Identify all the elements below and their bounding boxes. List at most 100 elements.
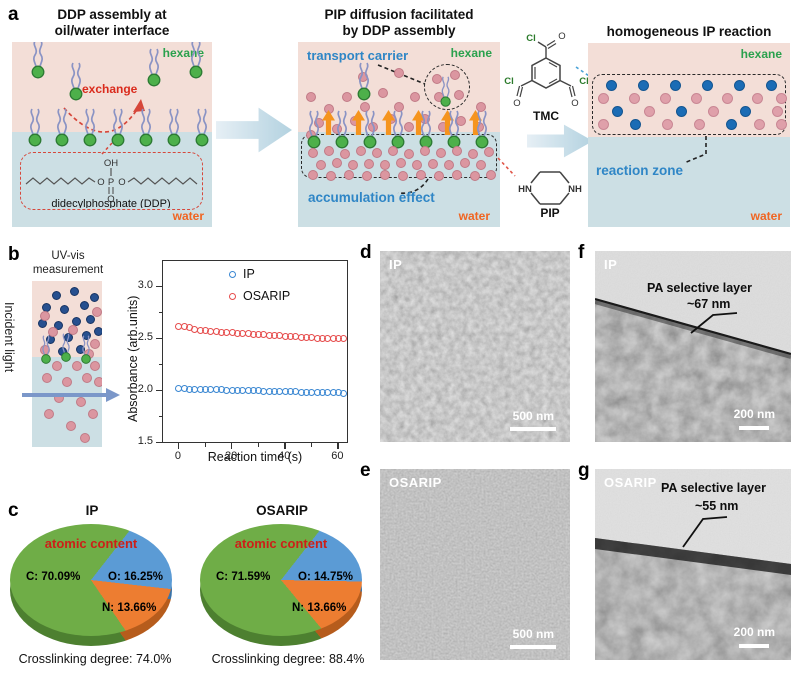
surfactant-molecule bbox=[363, 110, 377, 149]
svg-text:O: O bbox=[558, 31, 565, 42]
surfactant-molecule bbox=[335, 110, 349, 149]
svg-text:O: O bbox=[571, 98, 578, 109]
atomic-content-label: atomic content bbox=[234, 536, 328, 551]
pip-dot bbox=[90, 361, 100, 371]
oil-water-interface-scene: hexane water exchange OH O P O O didecyl… bbox=[12, 42, 212, 227]
uvvis-cuvette-scene bbox=[32, 281, 102, 447]
pip-dot bbox=[434, 171, 444, 181]
svg-text:Cl: Cl bbox=[504, 76, 514, 87]
micrograph-tag: OSARIP bbox=[604, 475, 657, 490]
surfactant-molecule bbox=[419, 110, 433, 149]
legend-marker bbox=[229, 270, 236, 278]
water-tag: water bbox=[750, 209, 782, 223]
pip-dot bbox=[66, 421, 76, 431]
scalebar bbox=[739, 644, 769, 648]
pip-dot bbox=[372, 148, 382, 158]
reaction-zone-callout bbox=[683, 136, 707, 164]
step-arrow-1 bbox=[216, 107, 292, 153]
scalebar bbox=[510, 645, 556, 649]
pa-layer-thickness: ~55 nm bbox=[695, 499, 739, 513]
surfactant-molecule bbox=[83, 108, 97, 147]
pip-dot bbox=[450, 70, 460, 80]
water-phase bbox=[588, 137, 790, 227]
x-minor-tick bbox=[257, 443, 259, 447]
pip-dot bbox=[94, 377, 102, 387]
y-minor-tick bbox=[158, 415, 162, 418]
tmc-dot bbox=[726, 119, 737, 130]
tmc-dot bbox=[766, 80, 777, 91]
pip-dot bbox=[326, 171, 336, 181]
pip-dot bbox=[388, 146, 398, 156]
tmc-dot bbox=[612, 106, 623, 117]
pa-layer-thickness: ~67 nm bbox=[687, 297, 731, 311]
pip-dot bbox=[629, 93, 640, 104]
pip-dot bbox=[398, 171, 408, 181]
surfactant-molecule bbox=[41, 335, 51, 364]
surfactant-molecule bbox=[28, 108, 42, 147]
legend-item-ip: IP bbox=[229, 267, 255, 281]
x-tick-label: 60 bbox=[331, 450, 344, 462]
panel-b-label: b bbox=[8, 244, 20, 265]
y-axis-label: Absorbance (arb.units) bbox=[126, 295, 140, 423]
pie-osarip-title: OSARIP bbox=[256, 503, 308, 518]
pip-dot bbox=[314, 118, 324, 128]
pip-dot bbox=[452, 170, 462, 180]
pip-dot bbox=[772, 106, 783, 117]
y-tick bbox=[156, 441, 162, 444]
surfactant-molecule bbox=[447, 110, 461, 149]
surfactant-molecule bbox=[81, 335, 91, 364]
pip-dot bbox=[306, 92, 316, 102]
legend-marker bbox=[229, 292, 236, 300]
pip-diffusion-scene: hexane water transport carrier accumulat… bbox=[298, 42, 500, 227]
surfactant-molecule bbox=[475, 110, 489, 149]
pip-dot bbox=[342, 92, 352, 102]
panel-a-label: a bbox=[8, 4, 19, 25]
accumulation-effect-label: accumulation effect bbox=[308, 190, 435, 205]
sem-texture bbox=[380, 469, 570, 660]
surfactant-molecule bbox=[357, 62, 371, 101]
surfactant-molecule bbox=[147, 48, 161, 87]
pip-dot bbox=[454, 90, 464, 100]
tmc-dot bbox=[702, 80, 713, 91]
pip-dot bbox=[776, 119, 787, 130]
svg-text:Cl: Cl bbox=[579, 76, 589, 87]
surfactant-molecule bbox=[61, 333, 71, 362]
pie-top bbox=[200, 524, 362, 636]
scalebar-text: 500 nm bbox=[512, 627, 554, 641]
sem-image-ip: IP 500 nm bbox=[380, 251, 570, 442]
svg-text:didecylphosphate (DDP): didecylphosphate (DDP) bbox=[51, 198, 170, 208]
scalebar-text: 200 nm bbox=[733, 625, 775, 639]
y-tick bbox=[156, 285, 162, 288]
svg-text:O: O bbox=[513, 98, 520, 109]
x-tick bbox=[337, 443, 339, 449]
scalebar-text: 500 nm bbox=[512, 409, 554, 423]
pie-label-o: O: 14.75% bbox=[298, 571, 353, 583]
x-tick bbox=[284, 443, 286, 449]
scalebar bbox=[510, 427, 556, 431]
panel-a3-title: homogeneous IP reaction bbox=[606, 24, 772, 39]
surfactant-molecule bbox=[111, 108, 125, 147]
pip-dot bbox=[344, 170, 354, 180]
crosslinking-caption-ip: Crosslinking degree: 74.0% bbox=[18, 652, 172, 666]
surfactant-molecule bbox=[167, 108, 181, 147]
pip-dot bbox=[470, 171, 480, 181]
pip-dot bbox=[468, 149, 478, 159]
pip-dot bbox=[80, 433, 90, 443]
data-point-ip bbox=[340, 389, 348, 397]
svg-text:HN: HN bbox=[518, 184, 532, 195]
micrograph-tag: IP bbox=[389, 257, 403, 272]
tem-image-ip: IP PA selective layer ~67 nm 200 nm bbox=[595, 251, 791, 442]
pip-dot bbox=[404, 122, 414, 132]
pip-dot-dark bbox=[60, 305, 69, 314]
pip-dot bbox=[660, 93, 671, 104]
pip-dot bbox=[48, 327, 58, 337]
hexane-phase bbox=[12, 42, 212, 132]
surfactant-molecule bbox=[55, 108, 69, 147]
x-tick-label: 0 bbox=[174, 450, 181, 462]
pip-dot bbox=[42, 373, 52, 383]
pip-dot bbox=[420, 146, 430, 156]
pip-dot bbox=[436, 148, 446, 158]
absorbance-plot-area: IP OSARIP bbox=[162, 260, 348, 443]
pip-dot bbox=[752, 93, 763, 104]
legend-label: OSARIP bbox=[243, 289, 291, 303]
